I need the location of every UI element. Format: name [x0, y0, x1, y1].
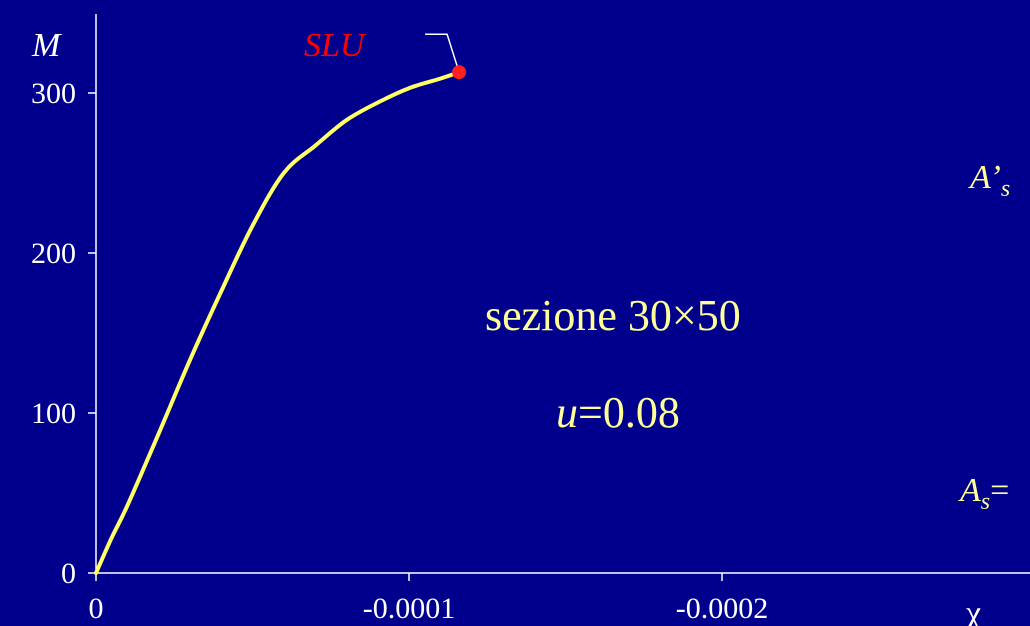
x-tick-label: -0.0002 — [676, 592, 769, 625]
series-line — [94, 70, 462, 575]
u-value: =0.08 — [578, 388, 680, 437]
u-variable: u — [556, 388, 578, 437]
y-tick-label: 200 — [31, 237, 76, 270]
x-axis-label: χ — [965, 595, 981, 626]
slu-leader-line — [425, 33, 460, 73]
y-tick-label: 100 — [31, 397, 76, 430]
y-tick-label: 300 — [31, 77, 76, 110]
y-axis-label: M — [31, 27, 62, 64]
x-ticks: 0 -0.0001 -0.0002 — [89, 573, 769, 625]
y-ticks: 0 100 200 300 — [31, 77, 96, 590]
bottom-steel-annotation: As= — [958, 472, 1009, 515]
slu-label: SLU — [304, 27, 367, 64]
u-annotation: u=0.08 — [556, 388, 680, 437]
slu-marker — [452, 65, 467, 80]
top-steel-annotation: A’s — [968, 159, 1010, 202]
section-annotation: sezione 30×50 — [485, 291, 741, 340]
y-tick-label: 0 — [61, 557, 76, 590]
x-tick-label: 0 — [89, 592, 104, 625]
x-tick-label: -0.0001 — [363, 592, 456, 625]
